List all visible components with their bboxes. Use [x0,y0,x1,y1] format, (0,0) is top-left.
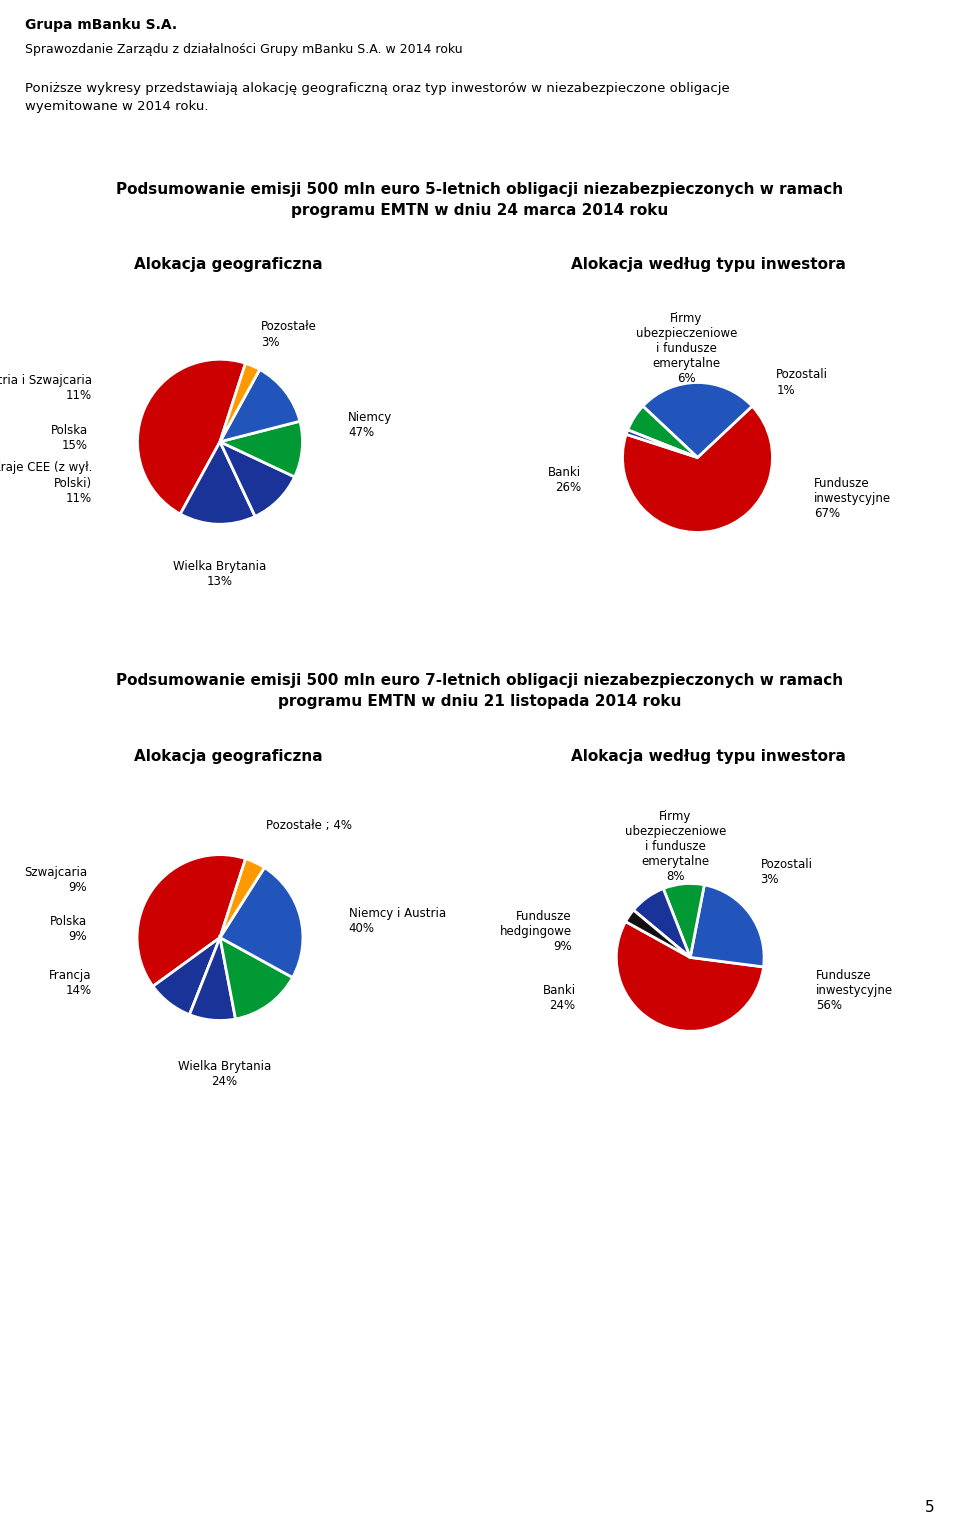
Wedge shape [220,441,295,516]
Text: 5: 5 [925,1500,935,1515]
Wedge shape [153,937,220,1015]
Text: Pozostałe
3%: Pozostałe 3% [261,320,317,348]
Text: Wielka Brytania
13%: Wielka Brytania 13% [174,560,267,588]
Text: Poniższe wykresy przedstawiają alokację geograficzną oraz typ inwestorów w nieza: Poniższe wykresy przedstawiają alokację … [25,82,730,113]
Wedge shape [220,363,260,441]
Wedge shape [643,383,753,458]
Text: Fundusze
inwestycyjne
56%: Fundusze inwestycyjne 56% [816,969,893,1012]
Wedge shape [628,406,698,458]
Text: Firmy
ubezpieczeniowe
i fundusze
emerytalne
6%: Firmy ubezpieczeniowe i fundusze emeryta… [636,313,737,385]
Wedge shape [220,868,303,978]
Wedge shape [189,937,235,1021]
Text: Banki
24%: Banki 24% [542,984,576,1012]
Wedge shape [220,859,264,937]
Text: Pozostali
1%: Pozostali 1% [777,368,828,397]
Text: Alokacja według typu inwestora: Alokacja według typu inwestora [571,256,846,272]
Wedge shape [220,421,302,478]
Text: Firmy
ubezpieczeniowe
i fundusze
emerytalne
8%: Firmy ubezpieczeniowe i fundusze emeryta… [625,810,726,884]
Wedge shape [626,430,698,458]
Wedge shape [663,884,705,957]
Wedge shape [616,922,763,1032]
Text: Grupa mBanku S.A.: Grupa mBanku S.A. [25,18,178,32]
Text: Polska
9%: Polska 9% [50,916,87,943]
Text: Francja
14%: Francja 14% [49,969,91,996]
Text: Alokacja geograficzna: Alokacja geograficzna [134,256,323,272]
Text: Alokacja według typu inwestora: Alokacja według typu inwestora [571,748,846,763]
Text: Szwajcaria
9%: Szwajcaria 9% [24,865,87,894]
Text: Polska
15%: Polska 15% [51,424,88,452]
Text: Fundusze
inwestycyjne
67%: Fundusze inwestycyjne 67% [814,478,891,520]
Wedge shape [180,441,255,525]
Text: Niemcy i Austria
40%: Niemcy i Austria 40% [348,906,445,935]
Wedge shape [626,909,690,957]
Wedge shape [137,359,246,514]
Wedge shape [220,937,293,1019]
Text: Austria i Szwajcaria
11%: Austria i Szwajcaria 11% [0,374,92,403]
Text: Wielka Brytania
24%: Wielka Brytania 24% [178,1061,271,1088]
Text: Podsumowanie emisji 500 mln euro 5-letnich obligacji niezabezpieczonych w ramach: Podsumowanie emisji 500 mln euro 5-letni… [116,182,844,218]
Wedge shape [634,888,690,957]
Text: Banki
26%: Banki 26% [548,465,581,494]
Text: Pozostałe ; 4%: Pozostałe ; 4% [266,819,351,832]
Text: Alokacja geograficzna: Alokacja geograficzna [134,748,323,763]
Text: Podsumowanie emisji 500 mln euro 7-letnich obligacji niezabezpieczonych w ramach: Podsumowanie emisji 500 mln euro 7-letni… [116,673,844,710]
Wedge shape [690,885,764,967]
Wedge shape [220,369,300,441]
Text: Fundusze
hedgingowe
9%: Fundusze hedgingowe 9% [500,909,572,954]
Text: Niemcy
47%: Niemcy 47% [348,410,392,439]
Text: Pozostali
3%: Pozostali 3% [760,859,812,887]
Text: Kraje CEE (z wył.
Polski)
11%: Kraje CEE (z wył. Polski) 11% [0,461,92,505]
Text: Sprawozdanie Zarządu z działalności Grupy mBanku S.A. w 2014 roku: Sprawozdanie Zarządu z działalności Grup… [25,43,463,56]
Wedge shape [622,406,773,533]
Wedge shape [137,855,246,986]
